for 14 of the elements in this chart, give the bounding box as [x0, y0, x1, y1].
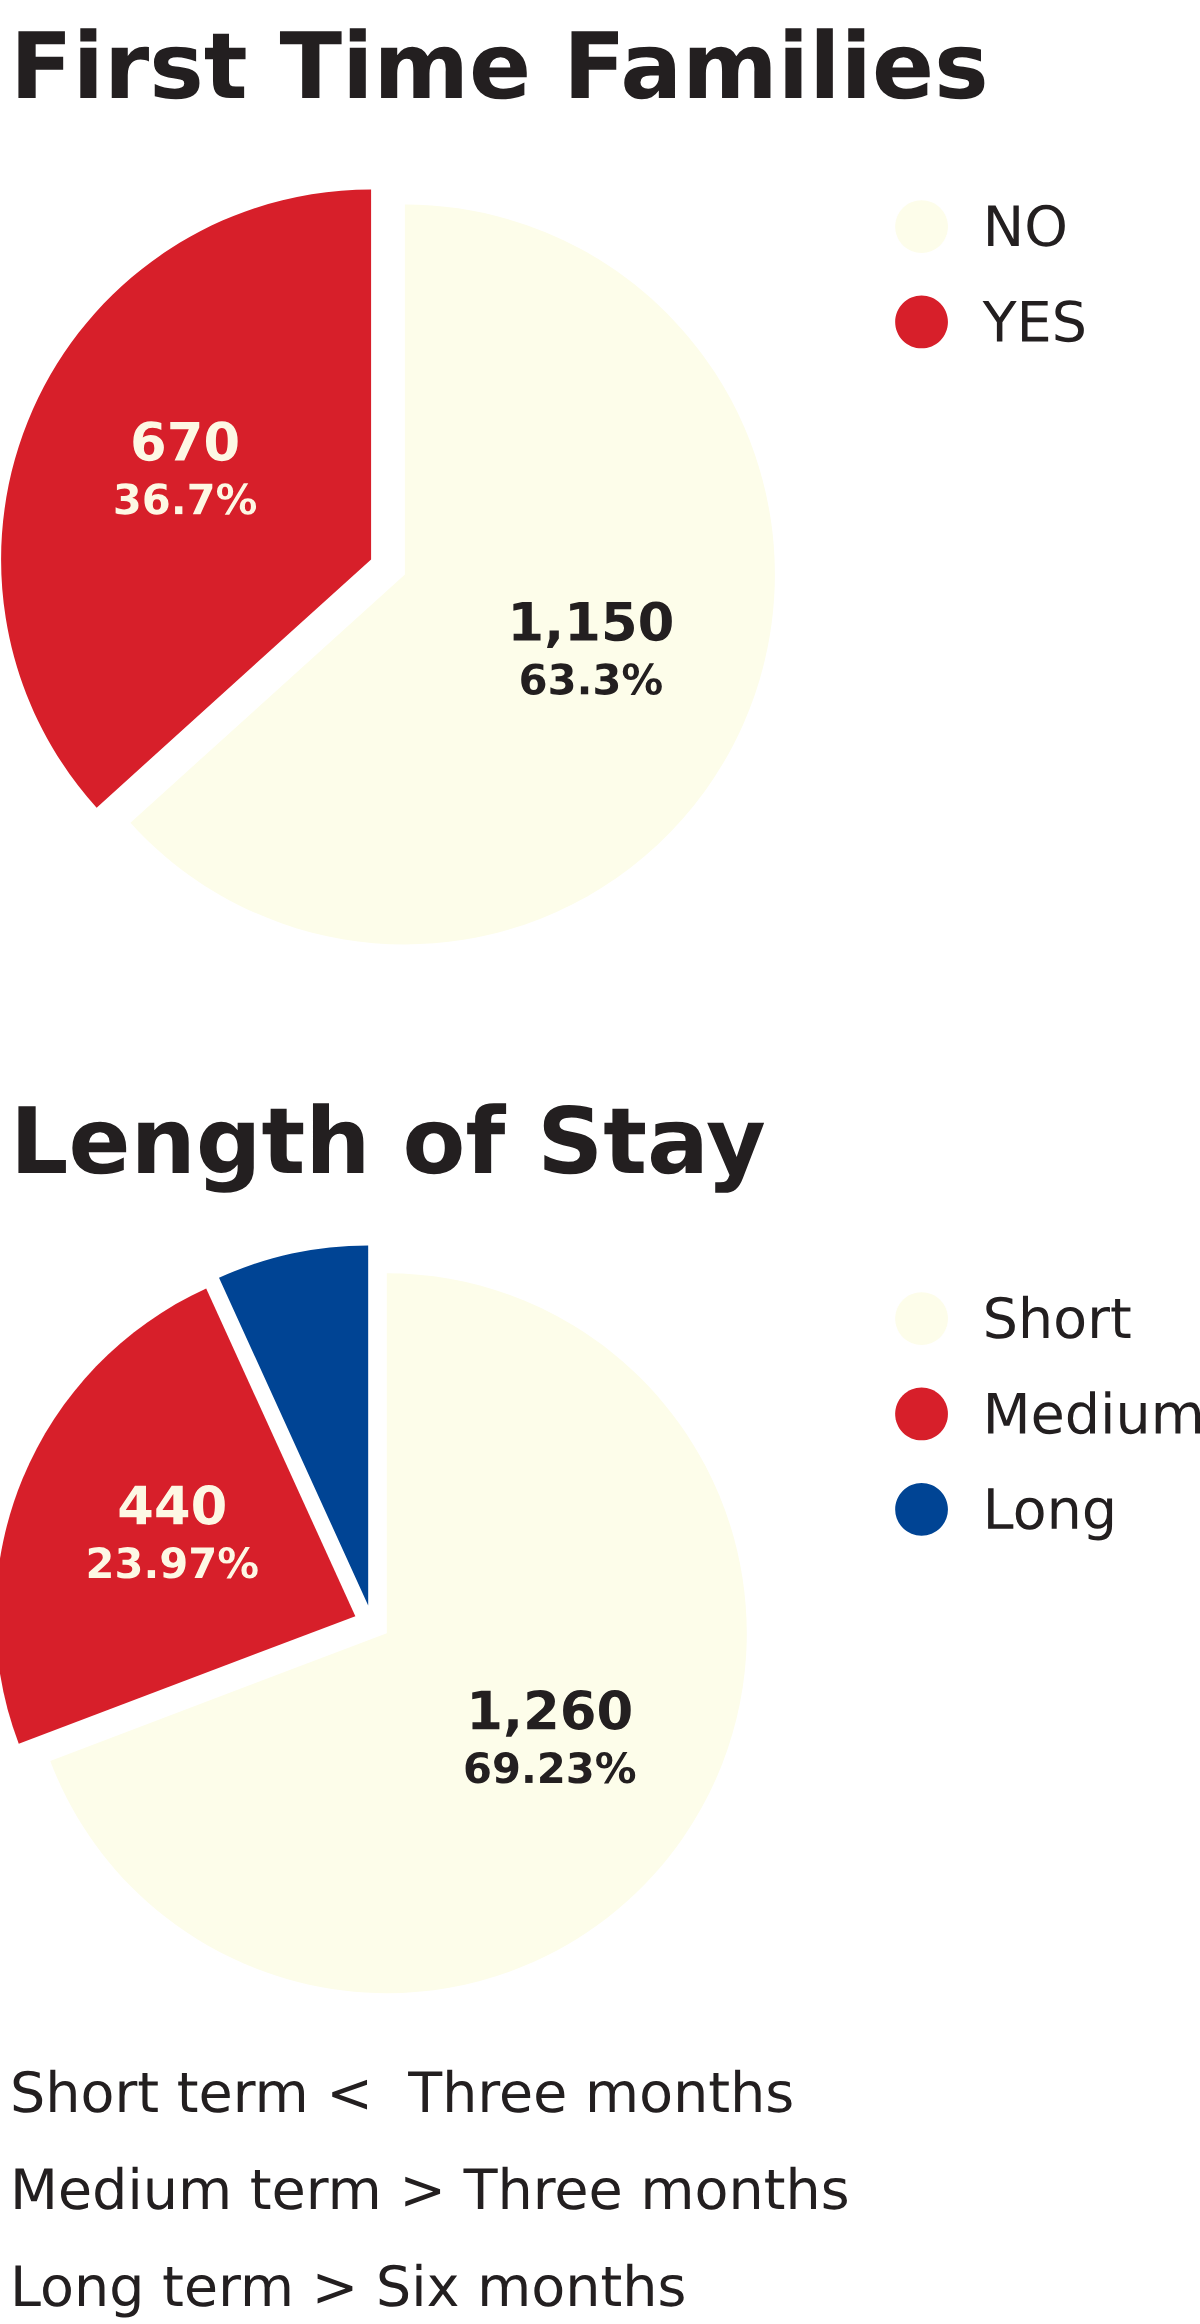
legend-label: Short: [986, 1295, 1131, 1339]
text: Long term > Six months: [15, 2263, 684, 2318]
data-label: 1,150 63.3%: [513, 601, 672, 695]
legend-label: YES: [982, 300, 1084, 343]
legend-label: Long: [988, 1488, 1113, 1541]
chart-title: First Time Families: [18, 28, 985, 100]
data-label: 670 36.7%: [115, 421, 257, 515]
data-label: 440 23.97%: [88, 1485, 258, 1579]
legend-label: NO: [988, 204, 1065, 247]
legend-label: Medium: [988, 1391, 1200, 1435]
text: Short term < Three months: [13, 2069, 792, 2113]
data-label: 1,260 69.23%: [465, 1689, 636, 1784]
chart-title: Length of Stay: [18, 1103, 765, 1193]
text: Medium term > Three months: [15, 2166, 847, 2210]
